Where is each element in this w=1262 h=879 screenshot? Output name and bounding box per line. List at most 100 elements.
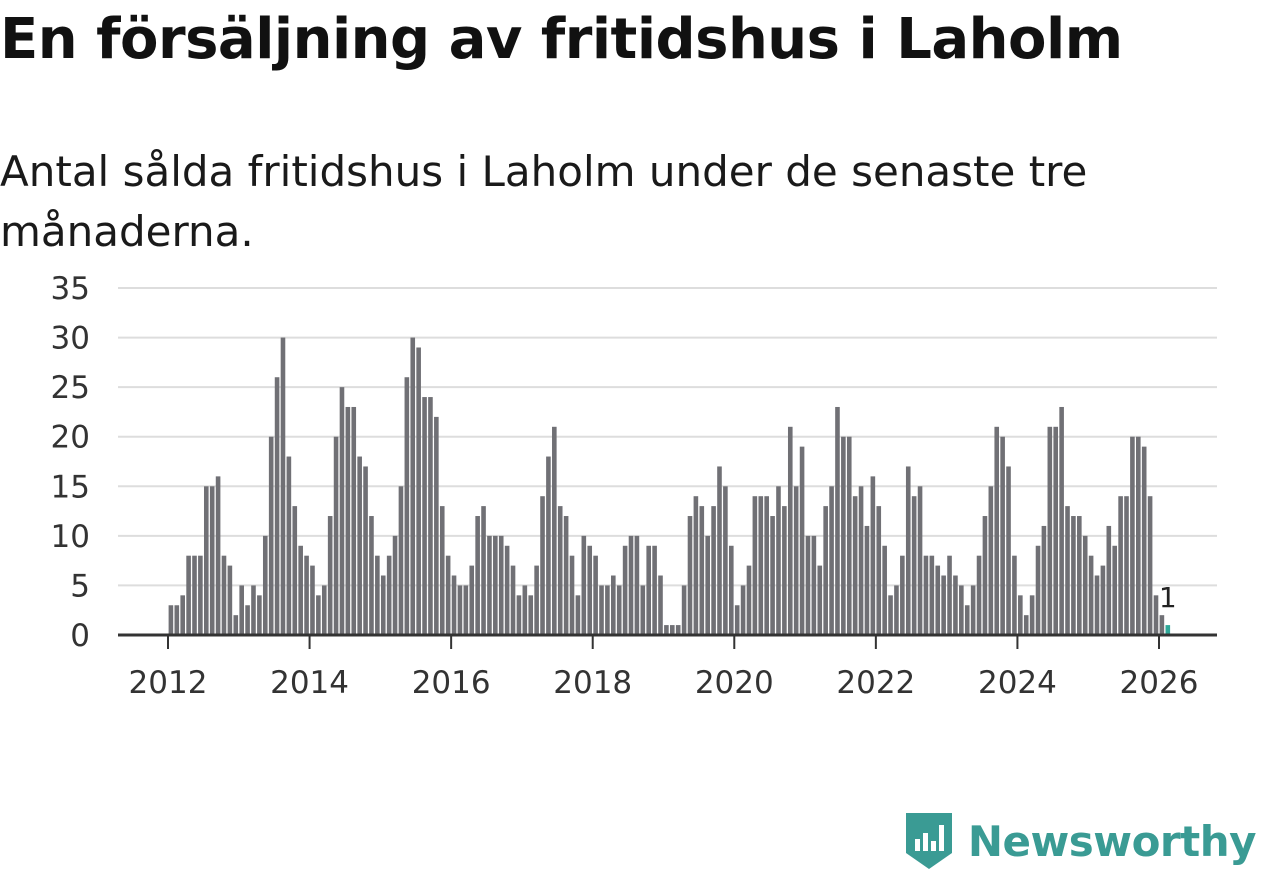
bar [345,406,351,635]
bar [905,466,911,635]
bar [498,535,504,635]
bar [835,406,840,635]
bar [445,555,451,635]
bar [540,496,545,635]
bar [398,486,404,635]
bar [1118,496,1123,635]
bar [1082,535,1088,635]
bar [1077,516,1082,635]
y-tick-label: 0 [70,618,90,654]
bar [758,496,764,635]
bar [522,585,528,635]
bar [439,506,445,635]
bar [876,506,882,635]
bar [1041,525,1047,635]
bar [823,506,828,635]
bar [280,337,286,635]
chart-title: En försäljning av fritidshus i Laholm [0,7,1123,72]
bar [546,456,551,635]
bar [1000,436,1005,635]
bar [1136,436,1141,635]
bar [422,397,427,635]
bars [168,337,1171,635]
bar [310,565,315,635]
bar [670,625,675,635]
bar [262,535,268,635]
bar [870,476,876,635]
bar [298,545,303,635]
bar [841,436,846,635]
bar [1165,625,1171,635]
bar [811,535,817,635]
bar [1065,506,1070,635]
bar [923,555,929,635]
bar [268,436,274,635]
bar [959,585,964,635]
bar [451,575,457,635]
bar [493,535,498,635]
bar [787,426,793,635]
y-tick-label: 15 [51,469,90,505]
bar [994,426,1000,635]
bar [752,496,758,635]
bar [746,565,752,635]
bar [410,337,416,635]
bar [434,416,439,635]
bar [705,535,710,635]
bar [982,516,988,635]
bar [245,605,250,635]
bar [316,595,321,635]
bar [563,516,569,635]
bar [658,575,663,635]
bar [1012,555,1017,635]
x-tick-label: 2014 [270,665,349,701]
bar [504,545,510,635]
bar [251,585,256,635]
bar [351,406,357,635]
bar [734,605,740,635]
bar [664,625,669,635]
bar [1100,565,1106,635]
bar [599,585,604,635]
newsworthy-logo-icon [905,813,952,869]
bar [646,545,651,635]
y-tick-label: 10 [51,519,90,555]
y-tick-label: 5 [70,568,90,604]
bar [1106,525,1112,635]
bar [711,506,716,635]
bar [581,535,587,635]
bar [1071,516,1076,635]
bar [333,436,339,635]
bar [569,555,575,635]
x-tick-label: 2012 [129,665,208,701]
data-labels: 1 [1159,581,1177,614]
brand-footer: Newsworthy [904,811,1257,871]
bar [221,555,227,635]
x-tick-label: 2018 [553,665,632,701]
bar [174,605,180,635]
bar [953,575,958,635]
bar [587,545,593,635]
bar [321,585,327,635]
y-axis-ticks: 0 5 10 15 20 25 30 35 [51,271,90,654]
bar [976,555,982,635]
bar [911,496,917,635]
bar [622,545,628,635]
bar [675,625,681,635]
bar [652,545,657,635]
bar [363,466,368,635]
bar [611,575,616,635]
bar [357,456,362,635]
bar [1124,496,1129,635]
bar [227,565,233,635]
bar [858,486,864,635]
y-tick-label: 20 [51,420,90,456]
bar [864,525,870,635]
y-tick-label: 25 [51,370,90,406]
bar [369,516,374,635]
bar [209,486,215,635]
bar [770,516,775,635]
bar [375,555,380,635]
bar [339,387,345,635]
